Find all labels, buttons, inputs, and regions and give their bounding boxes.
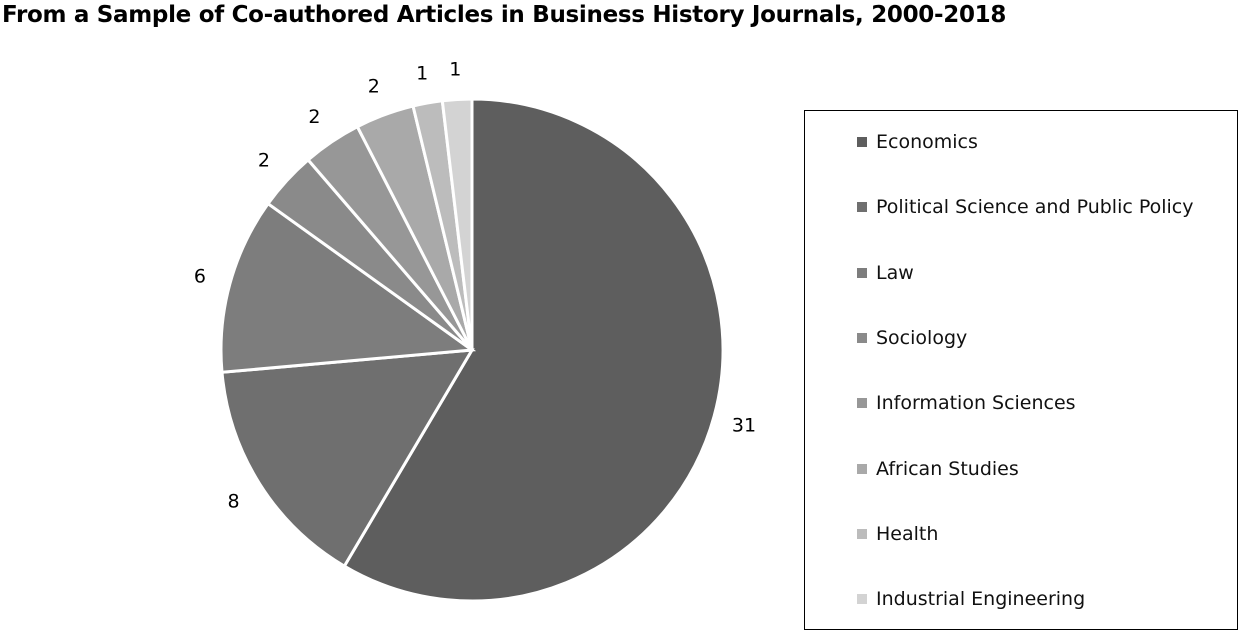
legend-item: Industrial Engineering: [857, 588, 1085, 610]
pie-slice-political-science-and-public-policy: [220, 348, 475, 569]
legend-swatch: [857, 398, 867, 409]
legend-label: Sociology: [876, 326, 968, 349]
legend-label: African Studies: [876, 457, 1019, 480]
legend-item: African Studies: [857, 458, 1019, 480]
data-label: 1: [416, 62, 428, 84]
legend-label: Information Sciences: [876, 392, 1076, 415]
data-label: 2: [308, 106, 320, 128]
legend-item: Health: [857, 523, 938, 545]
legend-item: Sociology: [857, 327, 967, 349]
data-label: 6: [194, 266, 206, 288]
legend-swatch: [857, 202, 867, 213]
data-label: 31: [732, 414, 756, 436]
legend-swatch: [857, 594, 867, 605]
legend-item: Economics: [857, 131, 978, 153]
legend-swatch: [857, 528, 867, 539]
chart-title: From a Sample of Co-authored Articles in…: [2, 2, 1007, 28]
legend-label: Industrial Engineering: [876, 588, 1086, 611]
legend-swatch: [857, 332, 867, 343]
legend-label: Political Science and Public Policy: [876, 196, 1194, 219]
legend-swatch: [857, 267, 867, 278]
data-label: 2: [258, 150, 270, 172]
pie-slice-industrial-engineering: [440, 97, 474, 351]
legend-swatch: [857, 463, 867, 474]
legend-label: Economics: [876, 131, 978, 153]
pie-chart: 31 8 6 2 2 2 1 1: [194, 58, 756, 603]
data-label: 8: [227, 491, 239, 513]
legend-label: Law: [876, 261, 914, 284]
data-label: 1: [449, 58, 461, 80]
legend-swatch: [857, 137, 867, 147]
data-label: 2: [368, 76, 380, 98]
legend-item: Law: [857, 262, 914, 284]
legend: Economics Political Science and Public Po…: [804, 110, 1238, 630]
legend-label: Health: [876, 522, 939, 545]
legend-item: Political Science and Public Policy: [857, 196, 1194, 218]
pie-slice-law: [219, 201, 477, 374]
pie-slice-economics: [342, 97, 725, 603]
legend-item: Information Sciences: [857, 392, 1076, 414]
